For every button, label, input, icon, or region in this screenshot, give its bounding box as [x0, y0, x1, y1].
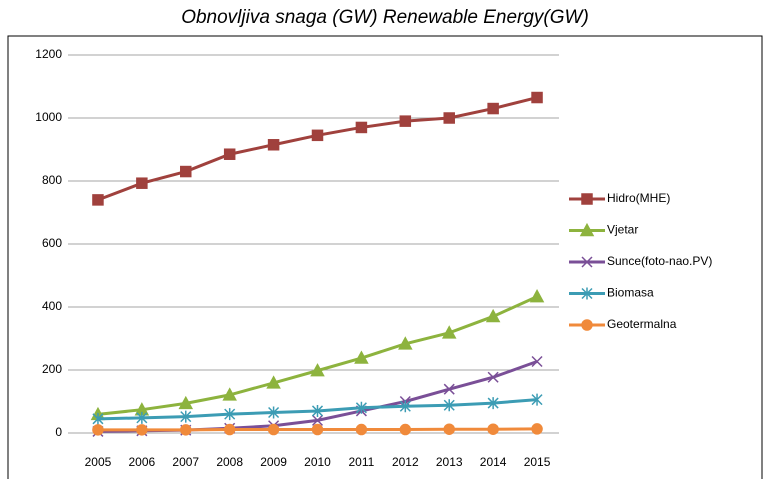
marker	[355, 401, 367, 414]
x-tick-label: 2015	[524, 455, 551, 469]
chart-border	[7, 35, 763, 479]
marker	[266, 375, 281, 389]
x-tick-label: 2012	[392, 455, 419, 469]
marker	[267, 139, 280, 151]
marker	[581, 193, 593, 205]
marker	[441, 325, 457, 339]
marker	[487, 423, 499, 435]
marker	[487, 102, 499, 115]
y-tick-label: 1000	[35, 110, 62, 124]
legend-label: Hidro(MHE)	[607, 191, 670, 205]
marker	[443, 423, 455, 435]
legend-label: Geotermalna	[607, 317, 677, 331]
marker	[310, 363, 325, 377]
marker	[223, 423, 236, 436]
marker	[487, 371, 499, 383]
marker	[178, 395, 194, 410]
x-tick-label: 2008	[216, 455, 243, 469]
marker	[92, 194, 104, 206]
marker	[223, 148, 236, 160]
marker	[581, 287, 593, 300]
marker	[531, 91, 543, 104]
marker	[311, 404, 324, 417]
marker	[224, 408, 236, 421]
marker	[136, 411, 148, 424]
legend-label: Vjetar	[607, 223, 638, 237]
marker	[92, 412, 104, 425]
legend-label: Biomasa	[607, 286, 654, 300]
marker	[92, 424, 104, 436]
marker	[311, 129, 324, 142]
marker	[267, 423, 280, 436]
y-tick-label: 1200	[35, 47, 62, 61]
marker	[399, 400, 411, 413]
marker	[399, 423, 412, 436]
marker	[487, 397, 499, 410]
marker	[529, 289, 545, 303]
x-tick-label: 2006	[129, 455, 156, 469]
x-tick-label: 2005	[85, 455, 112, 469]
marker	[136, 177, 148, 189]
x-tick-label: 2007	[172, 455, 199, 469]
series-line	[97, 96, 538, 202]
marker	[398, 336, 413, 350]
y-tick-label: 800	[42, 173, 62, 187]
legend-label: Sunce(foto-nao.PV)	[607, 254, 712, 268]
marker	[180, 424, 192, 436]
marker	[311, 414, 324, 426]
marker	[443, 399, 455, 412]
y-tick-label: 0	[55, 425, 62, 439]
marker	[311, 423, 324, 436]
marker	[531, 423, 543, 435]
x-tick-label: 2009	[260, 455, 287, 469]
y-tick-label: 200	[42, 362, 62, 376]
y-tick-label: 400	[42, 299, 62, 313]
x-tick-label: 2011	[349, 455, 375, 469]
marker	[531, 393, 543, 406]
marker	[443, 383, 455, 395]
x-tick-label: 2010	[304, 455, 331, 469]
marker	[579, 222, 595, 237]
marker	[581, 256, 593, 268]
marker	[222, 387, 237, 401]
y-tick-label: 600	[42, 236, 62, 250]
marker	[399, 115, 412, 127]
series-line	[97, 295, 538, 416]
marker	[180, 165, 192, 178]
marker	[268, 406, 280, 419]
marker	[355, 121, 368, 134]
x-tick-label: 2014	[480, 455, 507, 469]
x-tick-label: 2013	[436, 455, 463, 469]
marker	[354, 350, 369, 364]
marker	[443, 112, 455, 124]
marker	[180, 410, 192, 423]
chart-title: Obnovljiva snaga (GW) Renewable Energy(G…	[181, 7, 589, 28]
marker	[581, 319, 593, 331]
marker	[355, 423, 368, 436]
marker	[485, 308, 501, 323]
marker	[531, 355, 543, 368]
marker	[136, 424, 148, 436]
